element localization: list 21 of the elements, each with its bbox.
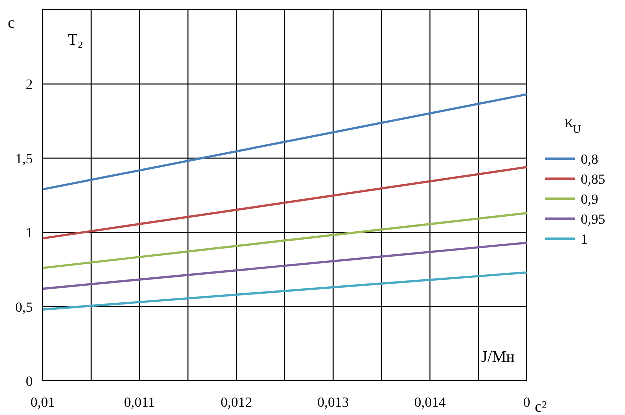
x-tick-label: 0 (524, 396, 530, 411)
x-tick-label: 0,01 (30, 396, 56, 411)
x-tick-label: 0,011 (124, 396, 156, 411)
x-tick-label: 0,014 (414, 396, 446, 411)
x-tick-label: 0,012 (220, 396, 252, 411)
y-tick-label: 0 (26, 375, 33, 390)
legend-label: 0,9 (581, 193, 598, 208)
text: c² (535, 399, 548, 415)
y-tick-label: 1 (26, 226, 33, 242)
annotation: T₂ (68, 32, 84, 49)
y-tick-label: 0,5 (16, 300, 33, 316)
y-axis-title: c (8, 15, 16, 32)
legend-label: 0,95 (581, 213, 606, 228)
y-tick-label: 1,5 (16, 152, 33, 168)
y-tick-label: 2 (26, 78, 33, 94)
legend-label: 1 (581, 233, 588, 248)
legend-label: 0,85 (581, 173, 606, 188)
legend-title: κ$_{U}$ (565, 114, 582, 136)
legend-label: 0,8 (581, 153, 598, 168)
x-tick-label: 0,013 (318, 396, 350, 411)
x-axis-title: J/Mн (482, 349, 516, 366)
